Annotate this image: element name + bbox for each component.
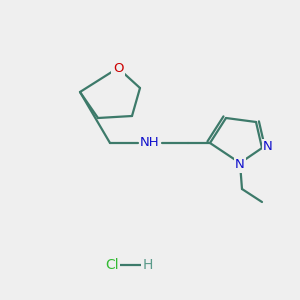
Text: Cl: Cl [105, 258, 119, 272]
Text: N: N [235, 158, 245, 172]
Text: N: N [263, 140, 273, 154]
Text: NH: NH [140, 136, 160, 148]
Text: H: H [143, 258, 153, 272]
Text: O: O [113, 61, 123, 74]
